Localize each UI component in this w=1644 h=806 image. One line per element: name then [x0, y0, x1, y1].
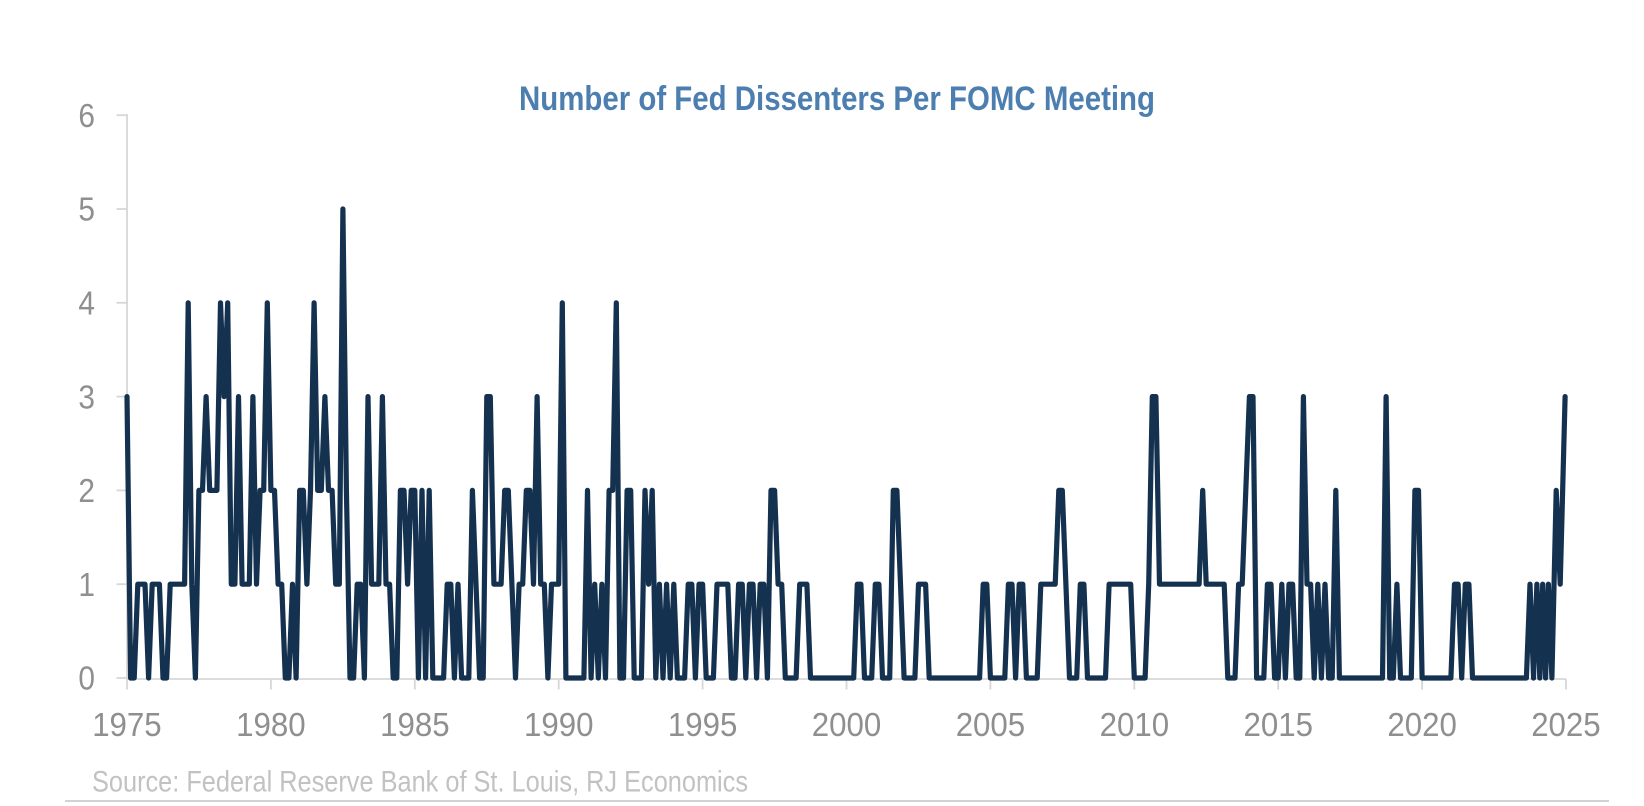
svg-text:2: 2 — [78, 472, 95, 509]
svg-text:1985: 1985 — [380, 706, 450, 743]
svg-text:1995: 1995 — [668, 706, 738, 743]
svg-text:2020: 2020 — [1387, 706, 1457, 743]
svg-text:2025: 2025 — [1531, 706, 1601, 743]
svg-text:3: 3 — [78, 378, 95, 415]
svg-text:0: 0 — [78, 660, 95, 697]
svg-text:1975: 1975 — [92, 706, 162, 743]
svg-text:5: 5 — [78, 191, 95, 228]
svg-text:4: 4 — [78, 285, 95, 322]
svg-text:1990: 1990 — [524, 706, 594, 743]
svg-text:Source: Federal Reserve Bank o: Source: Federal Reserve Bank of St. Loui… — [92, 766, 748, 799]
svg-text:6: 6 — [78, 97, 95, 134]
svg-text:1: 1 — [78, 566, 95, 603]
svg-text:Number of Fed Dissenters Per F: Number of Fed Dissenters Per FOMC Meetin… — [519, 80, 1155, 118]
svg-text:2015: 2015 — [1244, 706, 1314, 743]
svg-text:1980: 1980 — [236, 706, 306, 743]
svg-text:2005: 2005 — [956, 706, 1025, 743]
svg-text:2010: 2010 — [1100, 706, 1170, 743]
svg-text:2000: 2000 — [812, 706, 882, 743]
